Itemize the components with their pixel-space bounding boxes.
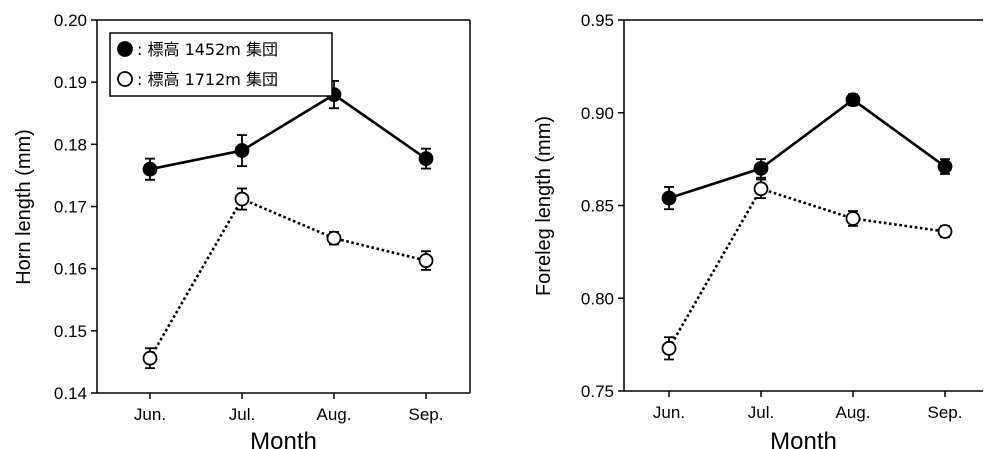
y-tick-label: 0.90	[581, 104, 614, 123]
series-line-filled	[668, 98, 946, 200]
x-axis-title: Month	[770, 428, 837, 449]
legend-box	[109, 32, 333, 97]
legend-filled-circle-icon	[117, 41, 133, 57]
y-tick-label: 0.15	[54, 322, 87, 341]
legend-label: : 標高 1452m 集団	[137, 40, 278, 59]
x-tick-label: Aug.	[836, 403, 871, 422]
filled-circle-point	[234, 143, 250, 158]
series-line-open	[667, 187, 946, 349]
y-tick-label: 0.16	[54, 260, 87, 279]
open-circle-point	[142, 350, 158, 366]
filled-circle-point	[418, 151, 434, 167]
open-circle-point	[937, 224, 953, 239]
legend: : 標高 1452m 集団 : 標高 1712m 集団	[109, 32, 333, 97]
series-line-open	[148, 197, 427, 359]
y-tick-label: 0.14	[54, 384, 87, 403]
open-circle-point	[661, 340, 677, 356]
x-tick-label: Aug.	[317, 405, 352, 424]
open-circle-point	[753, 181, 769, 197]
open-circle-point	[326, 230, 342, 246]
foreleg-length-chart: 0.75 0.80 0.85 0.90 0.95 Jun. Jul. Aug. Sep. Mont…	[533, 11, 983, 449]
y-tick-label: 0.19	[54, 73, 87, 92]
y-tick-label: 0.18	[54, 135, 87, 154]
legend-open-circle-icon	[117, 71, 133, 87]
open-circle-point	[418, 253, 434, 268]
x-tick-label: Jun.	[134, 405, 166, 424]
x-axis-title: Month	[250, 428, 317, 449]
y-tick-label: 0.85	[581, 197, 614, 216]
x-tick-label: Sep.	[928, 403, 963, 422]
x-tick-label: Jul.	[748, 403, 774, 422]
open-circle-point	[845, 211, 861, 226]
x-tick-label: Jul.	[229, 405, 255, 424]
y-tick-label: 0.75	[581, 382, 614, 401]
y-axis-title: Foreleg length (mm)	[533, 116, 555, 296]
legend-label: : 標高 1712m 集団	[137, 70, 278, 89]
filled-circle-point	[142, 161, 158, 177]
y-tick-label: 0.17	[54, 198, 87, 217]
y-axis-title: Horn length (mm)	[13, 129, 35, 285]
x-tick-label: Jun.	[653, 403, 685, 422]
x-tick-label: Sep.	[409, 405, 444, 424]
y-tick-label: 0.95	[581, 11, 614, 30]
y-tick-label: 0.80	[581, 289, 614, 308]
filled-circle-point	[661, 190, 677, 206]
open-circle-point	[234, 191, 250, 207]
filled-circle-point	[845, 92, 861, 108]
filled-circle-point	[937, 159, 953, 174]
filled-circle-point	[753, 160, 769, 176]
series-line-filled	[149, 93, 427, 171]
y-tick-label: 0.20	[54, 11, 87, 30]
horn-length-chart: 0.14 0.15 0.16 0.17 0.18 0.19 0.20 Jun. Jul. Aug.…	[13, 11, 471, 449]
